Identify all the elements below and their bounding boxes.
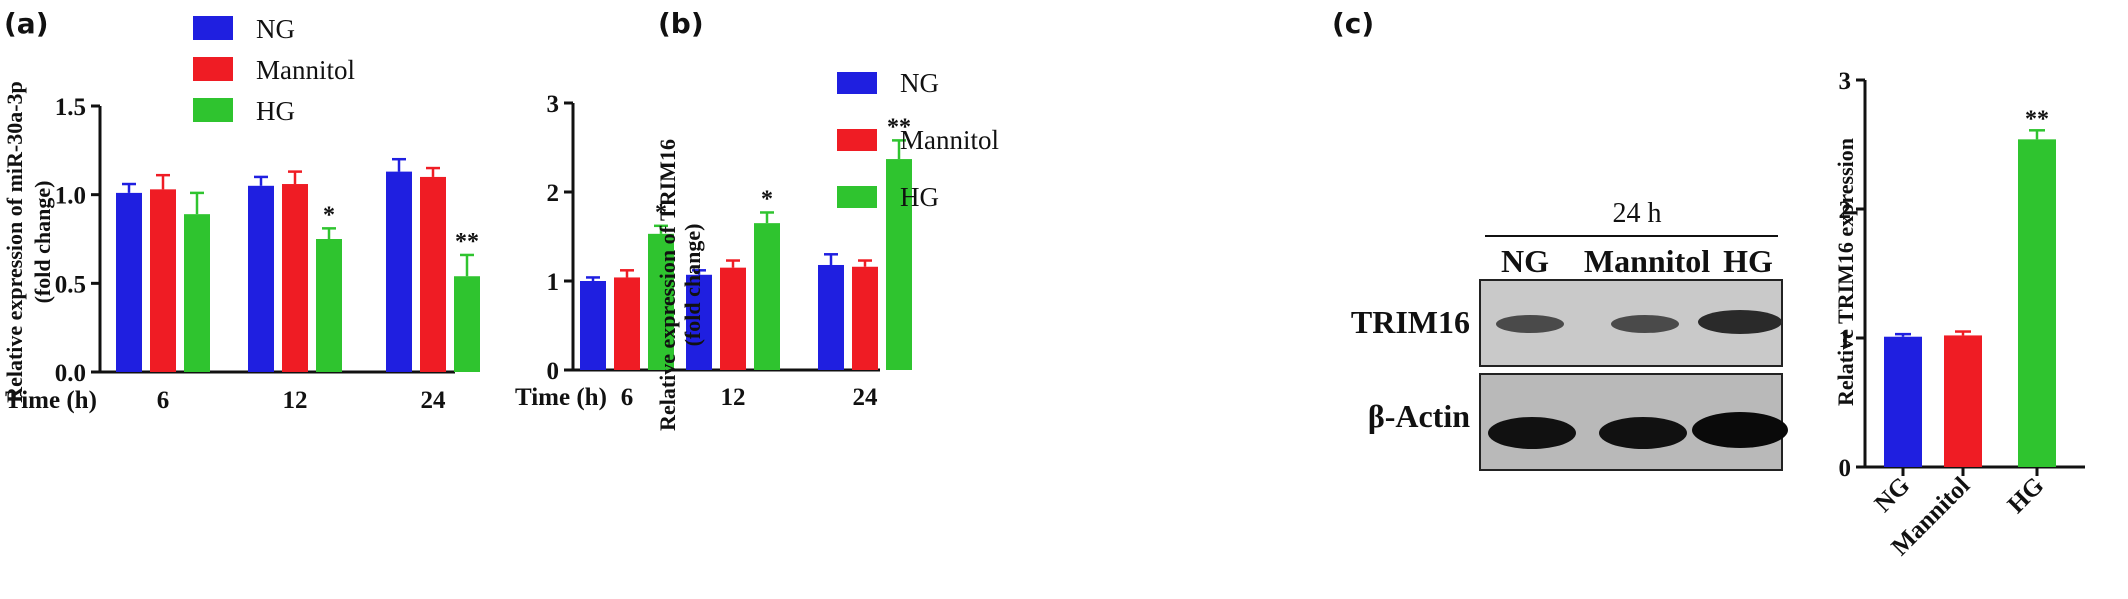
a-bar-ng-12: [248, 185, 274, 372]
a-bar-ng-6: [116, 192, 142, 372]
a-significance-mark: *: [323, 202, 335, 228]
b-ytick-label: 2: [547, 180, 560, 207]
b-bar-hg-6: [648, 233, 674, 370]
western-blot: 24 h NG Mannitol HG TRIM16 β-Actin: [1351, 198, 1788, 471]
a-ytick-label: 0.0: [55, 360, 86, 387]
b-significance-mark: *: [655, 200, 667, 226]
b-legend-swatch-mannitol: [837, 129, 877, 151]
blot-row-actin: β-Actin: [1368, 398, 1470, 434]
c-category-label: HG: [2003, 472, 2050, 519]
a-x-axis-title: Time (h): [5, 387, 97, 414]
blot-row-trim16: TRIM16: [1351, 304, 1470, 340]
b-bar-mannitol-24: [852, 266, 878, 370]
b-significance-mark: *: [761, 186, 773, 212]
a-legend-label-ng: NG: [256, 14, 295, 44]
band-trim16-hg: [1698, 310, 1782, 334]
panel-label-a: (a): [4, 7, 49, 40]
band-actin-ng: [1488, 417, 1576, 449]
band-trim16-mannitol: [1611, 315, 1679, 333]
c-bar-hg: [2018, 139, 2056, 467]
blot-header: 24 h: [1613, 198, 1662, 229]
a-bar-mannitol-12: [282, 184, 308, 372]
b-ytick-label: 0: [547, 358, 560, 385]
blot-lane-ng: NG: [1501, 243, 1549, 279]
band-actin-hg: [1692, 412, 1788, 448]
b-legend-label-mannitol: Mannitol: [900, 125, 999, 155]
c-bar-ng: [1884, 336, 1922, 467]
b-legend-label-hg: HG: [900, 182, 939, 212]
a-category-label: 6: [157, 387, 170, 414]
b-bar-ng-12: [686, 274, 712, 370]
a-legend-label-mannitol: Mannitol: [256, 55, 355, 85]
b-ytick-label: 3: [547, 91, 560, 118]
c-bar-mannitol: [1944, 335, 1982, 467]
a-bar-hg-24: [454, 276, 480, 372]
b-bar-ng-6: [580, 281, 606, 370]
b-bar-hg-24: [886, 159, 912, 370]
a-category-label: 24: [421, 387, 447, 414]
b-bar-hg-12: [754, 223, 780, 370]
a-bar-ng-24: [386, 171, 412, 372]
b-category-label: 6: [621, 384, 634, 411]
b-y-axis-subtitle: (fold change): [680, 224, 705, 347]
a-y-axis-subtitle: (fold change): [30, 181, 55, 304]
b-significance-mark: **: [887, 114, 911, 140]
b-category-label: 24: [853, 384, 879, 411]
b-category-label: 12: [721, 384, 746, 411]
b-bar-ng-24: [818, 264, 844, 370]
b-legend-label-ng: NG: [900, 68, 939, 98]
b-legend-swatch-ng: [837, 72, 877, 94]
chart-a: 0.0 0.5 1.0 1.5 6 * 12 ** 24 Time (h)Relative exp…: [2, 14, 480, 414]
blot-lane-hg: HG: [1723, 243, 1773, 279]
c-ytick-label: 2: [1839, 197, 1852, 224]
band-actin-mannitol: [1599, 417, 1687, 449]
blot-lane-mannitol: Mannitol: [1584, 243, 1710, 279]
a-legend-swatch-ng: [193, 16, 233, 40]
panel-label-b: (b): [658, 7, 704, 40]
a-ytick-label: 0.5: [55, 271, 86, 298]
c-ytick-label: 0: [1839, 455, 1852, 482]
c-ytick-label: 3: [1839, 68, 1852, 95]
a-legend-swatch-mannitol: [193, 57, 233, 81]
a-legend-label-hg: HG: [256, 96, 295, 126]
a-category-label: 12: [283, 387, 308, 414]
a-bar-mannitol-24: [420, 176, 446, 372]
a-y-axis-title: Relative expression of miR-30a-3p: [2, 81, 27, 403]
a-legend-swatch-hg: [193, 98, 233, 122]
band-trim16-ng: [1496, 315, 1564, 333]
c-y-axis-title: Relative TRIM16 expression: [1833, 138, 1858, 406]
a-bar-mannitol-6: [150, 189, 176, 372]
c-significance-mark: **: [2025, 106, 2049, 132]
a-bar-hg-6: [184, 214, 210, 372]
b-bar-mannitol-12: [720, 267, 746, 370]
a-ytick-label: 1.5: [55, 94, 86, 121]
c-category-label: NG: [1870, 472, 1916, 518]
a-significance-mark: **: [455, 229, 479, 255]
b-x-axis-title: Time (h): [515, 384, 607, 411]
a-bar-hg-12: [316, 239, 342, 372]
b-legend-swatch-hg: [837, 186, 877, 208]
a-ytick-label: 1.0: [55, 183, 86, 210]
b-bar-mannitol-6: [614, 277, 640, 370]
c-ytick-label: 1: [1839, 326, 1852, 353]
b-y-axis-title: Relative expression of TRIM16: [655, 139, 680, 431]
panel-label-c: (c): [1332, 7, 1374, 40]
b-ytick-label: 1: [547, 269, 560, 296]
